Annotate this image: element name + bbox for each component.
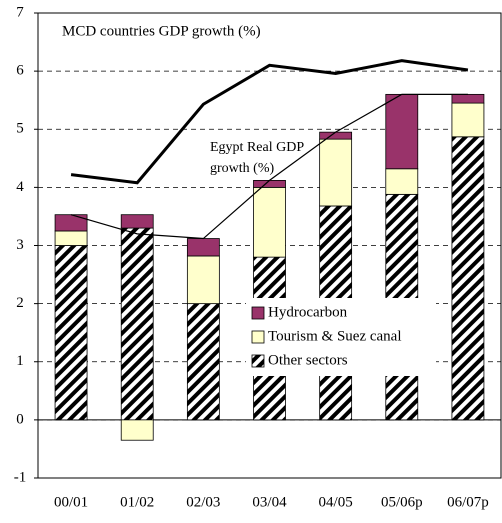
x-tick-label: 04/05 [319, 494, 353, 510]
bar-segment [451, 136, 485, 421]
x-tick-label: 01/02 [120, 494, 154, 510]
legend-label: Other sectors [268, 352, 348, 368]
x-tick-label: 03/04 [252, 494, 287, 510]
legend-box [246, 298, 436, 376]
line-series [70, 59, 469, 185]
x-tick-label: 00/01 [54, 494, 88, 510]
bar-segment [120, 419, 154, 441]
annotation: Egypt Real GDP [210, 140, 304, 155]
bar-segment [120, 214, 154, 229]
bar-segment [186, 238, 220, 257]
y-tick-label: 3 [16, 237, 24, 253]
y-tick-label: 1 [16, 353, 24, 369]
y-tick-label: 5 [16, 121, 24, 137]
y-tick-label: 7 [16, 4, 24, 20]
bar-segment [451, 93, 485, 104]
bar-segment [319, 138, 353, 207]
legend-swatch [251, 354, 265, 368]
chart-title: MCD countries GDP growth (%) [62, 23, 261, 39]
bar-segment [253, 179, 286, 188]
bar-segment [253, 186, 286, 258]
line-series [70, 93, 468, 240]
bar-segment [120, 227, 154, 421]
bar-segment [54, 230, 88, 246]
bar-segment [451, 102, 485, 138]
legend-swatch [251, 306, 265, 320]
bar-segment [54, 245, 88, 421]
bar-segment [385, 93, 419, 170]
annotation: growth (%) [210, 161, 274, 176]
legend-label: Hydrocarbon [268, 304, 348, 320]
bar-segment [385, 168, 419, 195]
bar-segment [54, 214, 88, 232]
bar-segment [319, 131, 353, 140]
bar-segment [186, 303, 220, 421]
plot-frame [37, 12, 502, 479]
y-tick-label: -1 [14, 469, 27, 485]
x-tick-label: 05/06p [381, 494, 423, 510]
y-tick-label: 2 [16, 295, 24, 311]
y-tick-label: 4 [16, 179, 24, 195]
y-tick-label: 6 [16, 63, 24, 79]
x-tick-label: 06/07p [447, 494, 489, 510]
legend-swatch [251, 330, 265, 344]
legend-label: Tourism & Suez canal [268, 328, 402, 344]
x-tick-label: 02/03 [186, 494, 220, 510]
y-tick-label: 0 [16, 411, 24, 427]
bar-segment [186, 255, 220, 305]
